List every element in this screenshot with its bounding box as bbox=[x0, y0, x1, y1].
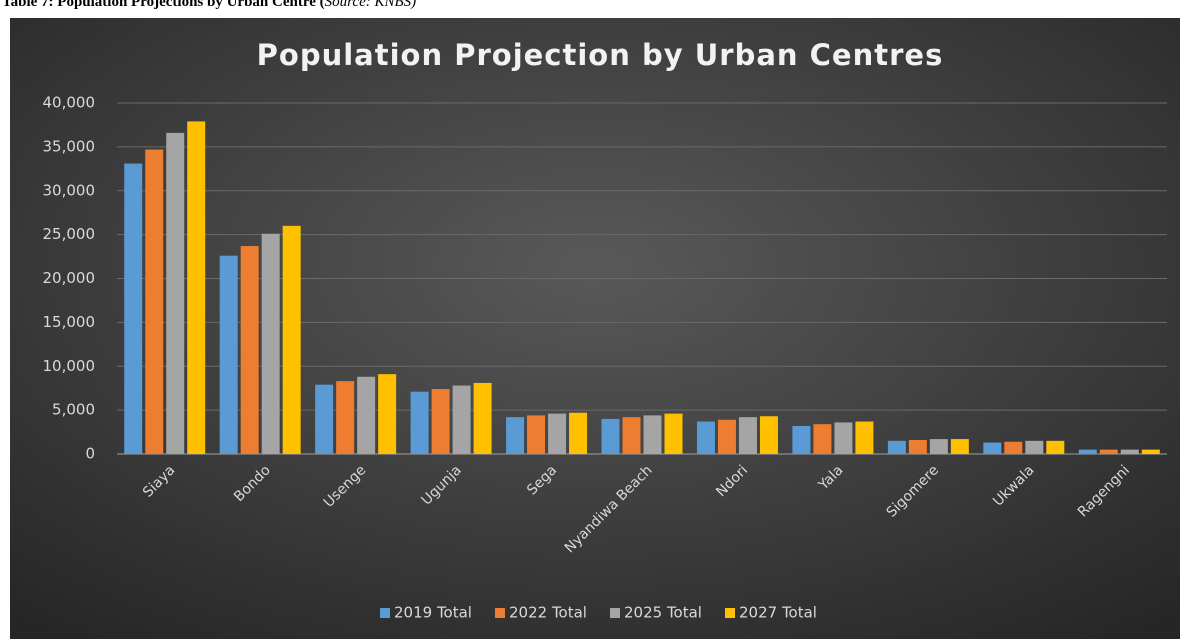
caption-source: Source: KNBS) bbox=[324, 0, 417, 10]
bar bbox=[166, 132, 185, 454]
bar bbox=[1046, 440, 1065, 454]
caption: Table 7: Population Projections by Urban… bbox=[2, 0, 416, 11]
y-tick-label: 25,000 bbox=[43, 225, 96, 243]
bar bbox=[145, 149, 164, 454]
bar bbox=[506, 417, 525, 454]
legend-label: 2019 Total bbox=[394, 604, 472, 622]
bar bbox=[1099, 449, 1118, 454]
y-tick-label: 20,000 bbox=[43, 269, 96, 287]
legend-swatch bbox=[495, 608, 505, 618]
legend-swatch bbox=[610, 608, 620, 618]
bar bbox=[187, 121, 206, 455]
y-tick-label: 0 bbox=[85, 445, 95, 463]
bar bbox=[759, 416, 778, 454]
bar bbox=[1120, 449, 1139, 454]
bar bbox=[855, 421, 874, 454]
bar bbox=[813, 424, 832, 454]
chart-background bbox=[10, 18, 1180, 639]
bar bbox=[887, 440, 906, 454]
bar bbox=[929, 439, 948, 454]
legend-swatch bbox=[725, 608, 735, 618]
bar bbox=[452, 385, 471, 454]
bar bbox=[908, 439, 927, 454]
legend-label: 2027 Total bbox=[739, 604, 817, 622]
bar bbox=[219, 255, 238, 454]
y-tick-label: 30,000 bbox=[43, 181, 96, 199]
bar bbox=[1004, 441, 1023, 454]
y-tick-label: 10,000 bbox=[43, 357, 96, 375]
caption-label: Table 7: Population Projections by Urban… bbox=[2, 0, 325, 10]
chart-title: Population Projection by Urban Centres bbox=[257, 38, 944, 72]
legend-label: 2022 Total bbox=[509, 604, 587, 622]
bar bbox=[378, 374, 397, 454]
bar bbox=[315, 384, 334, 454]
bar bbox=[792, 425, 811, 454]
bar bbox=[717, 419, 736, 454]
legend-label: 2025 Total bbox=[624, 604, 702, 622]
bar bbox=[261, 233, 280, 454]
bar bbox=[410, 391, 429, 454]
bar bbox=[336, 381, 355, 454]
bar bbox=[473, 382, 492, 454]
bar bbox=[1078, 449, 1097, 454]
bar bbox=[548, 413, 567, 454]
y-tick-label: 40,000 bbox=[43, 94, 96, 112]
bar bbox=[738, 417, 757, 454]
bar bbox=[601, 418, 620, 454]
bar bbox=[834, 422, 853, 454]
bar bbox=[240, 246, 259, 454]
bar bbox=[950, 439, 969, 454]
bar bbox=[124, 163, 143, 455]
y-tick-label: 15,000 bbox=[43, 313, 96, 331]
bar bbox=[527, 415, 546, 454]
bar bbox=[1141, 449, 1160, 454]
bar bbox=[664, 413, 683, 454]
legend-swatch bbox=[380, 608, 390, 618]
bar bbox=[1025, 440, 1044, 454]
bar bbox=[643, 415, 662, 454]
bar bbox=[282, 225, 301, 454]
bar bbox=[696, 421, 715, 454]
bar bbox=[569, 412, 588, 454]
bar bbox=[431, 389, 450, 454]
bar bbox=[357, 376, 376, 454]
y-tick-label: 35,000 bbox=[43, 137, 96, 155]
y-tick-label: 5,000 bbox=[52, 401, 95, 419]
bar bbox=[983, 442, 1002, 454]
bar bbox=[622, 417, 641, 454]
